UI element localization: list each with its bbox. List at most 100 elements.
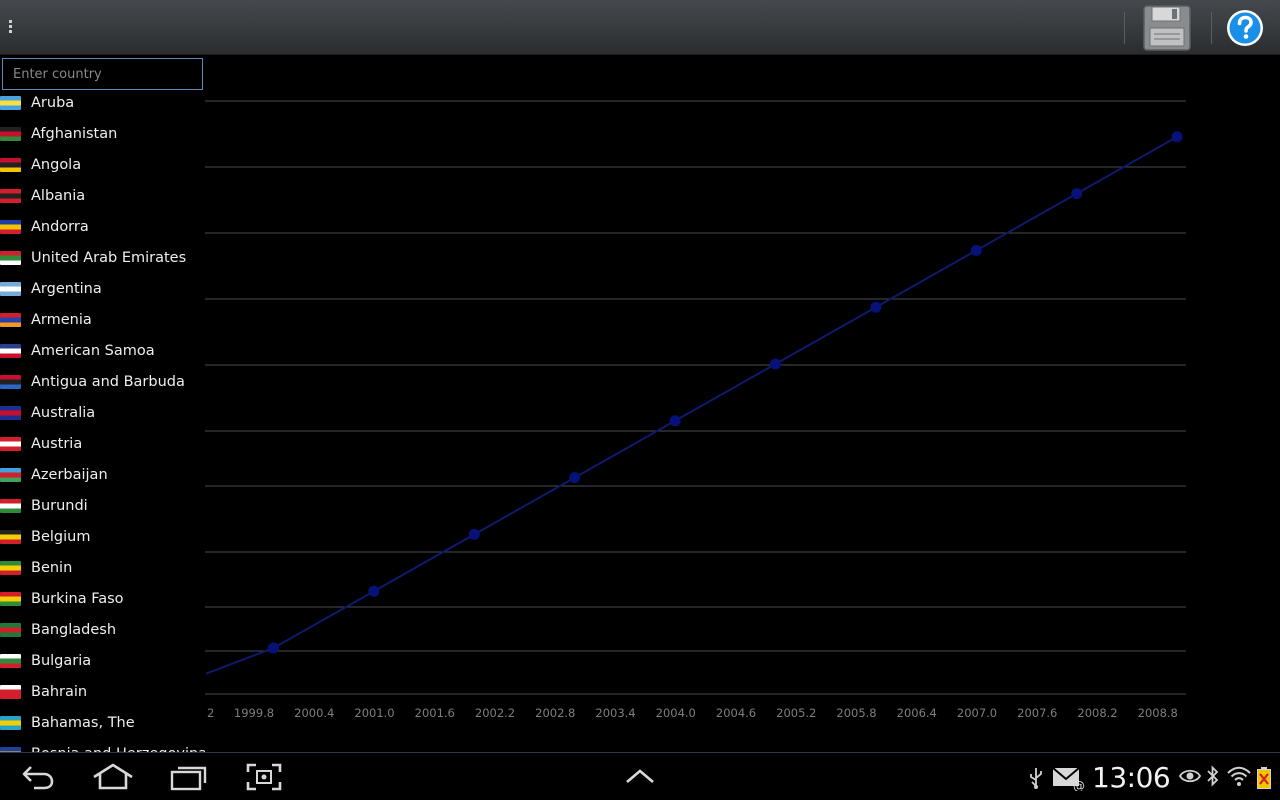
country-item[interactable]: Antigua and Barbuda: [0, 366, 205, 397]
x-tick-label: 2003.4: [595, 706, 635, 720]
country-item[interactable]: Belgium: [0, 521, 205, 552]
country-item[interactable]: Angola: [0, 149, 205, 180]
save-icon: [1143, 5, 1191, 51]
country-item[interactable]: Bangladesh: [0, 614, 205, 645]
x-tick-label: 2007.0: [957, 706, 997, 720]
country-name: Argentina: [31, 280, 102, 297]
x-tick-label: 2007.6: [1017, 706, 1057, 720]
save-button[interactable]: [1140, 4, 1194, 52]
country-name: Azerbaijan: [31, 466, 108, 483]
country-item[interactable]: Bulgaria: [0, 645, 205, 676]
country-item[interactable]: Benin: [0, 552, 205, 583]
country-name: Antigua and Barbuda: [31, 373, 185, 390]
flag-icon: [0, 281, 21, 296]
country-item[interactable]: Burkina Faso: [0, 583, 205, 614]
data-point: [1171, 131, 1183, 143]
data-point: [468, 528, 480, 540]
country-name: Bahrain: [31, 683, 88, 700]
country-item[interactable]: Bahrain: [0, 676, 205, 707]
flag-icon: [0, 343, 21, 358]
country-name: Bosnia and Herzegovina: [31, 746, 205, 753]
country-name: Benin: [31, 559, 73, 576]
x-tick-label: 2002.8: [535, 706, 575, 720]
x-tick-label: 2004.0: [656, 706, 696, 720]
country-name: Armenia: [31, 311, 92, 328]
line-chart: 2 1999.8 2000.4 2001.0 2001.6 2002.2 2002.8 200…: [205, 100, 1186, 720]
home-icon[interactable]: [91, 762, 135, 790]
data-point: [970, 244, 982, 256]
country-item[interactable]: Andorra: [0, 211, 205, 242]
action-bar: [0, 0, 1280, 55]
chart-area: 2 1999.8 2000.4 2001.0 2001.6 2002.2 2002.8 200…: [205, 56, 1280, 752]
country-item[interactable]: Armenia: [0, 304, 205, 335]
country-item[interactable]: Bosnia and Herzegovina: [0, 738, 205, 752]
country-name: United Arab Emirates: [31, 249, 187, 266]
country-name: Andorra: [31, 218, 89, 235]
x-tick-label: 2005.2: [776, 706, 816, 720]
flag-icon: [0, 436, 21, 451]
country-item[interactable]: United Arab Emirates: [0, 242, 205, 273]
flag-icon: [0, 560, 21, 575]
bluetooth-icon: [1207, 765, 1219, 787]
data-point: [770, 358, 781, 370]
flag-icon: [0, 746, 21, 752]
country-name: Angola: [31, 156, 82, 173]
x-tick-label: 2001.6: [415, 706, 455, 720]
x-tick-label: 1999.8: [234, 706, 274, 720]
flag-icon: [0, 312, 21, 327]
data-point: [569, 472, 581, 484]
data-point: [268, 642, 279, 654]
country-name: Aruba: [31, 94, 75, 111]
flag-icon: [0, 529, 21, 544]
wifi-icon: [1227, 766, 1251, 786]
country-name: Burkina Faso: [31, 590, 124, 607]
country-item[interactable]: Afghanistan: [0, 118, 205, 149]
flag-icon: [0, 467, 21, 482]
country-item[interactable]: Azerbaijan: [0, 459, 205, 490]
country-name: Australia: [31, 404, 96, 421]
back-icon[interactable]: [20, 764, 56, 790]
flag-icon: [0, 405, 21, 420]
battery-icon: [1257, 767, 1271, 789]
flag-icon: [0, 126, 21, 141]
country-name: Austria: [31, 435, 83, 452]
action-bar-divider: [1124, 12, 1125, 44]
country-item[interactable]: Australia: [0, 397, 205, 428]
flag-icon: [0, 374, 21, 389]
x-tick-label: 2006.4: [897, 706, 937, 720]
flag-icon: [0, 591, 21, 606]
x-tick-label: 2001.0: [354, 706, 394, 720]
overflow-menu-icon[interactable]: [6, 20, 14, 38]
country-name: Afghanistan: [31, 125, 118, 142]
country-item[interactable]: Bahamas, The: [0, 707, 205, 738]
help-button[interactable]: [1224, 8, 1266, 48]
country-item[interactable]: Austria: [0, 428, 205, 459]
flag-icon: [0, 95, 21, 110]
flag-icon: [0, 219, 21, 234]
x-tick-label: 2: [207, 706, 214, 720]
svg-text:@: @: [1073, 779, 1085, 791]
country-item[interactable]: Argentina: [0, 273, 205, 304]
usb-icon: [1030, 768, 1042, 789]
status-clock: 13:06: [1092, 761, 1171, 794]
flag-icon: [0, 715, 21, 730]
x-tick-label: 2004.6: [716, 706, 756, 720]
country-panel: Aruba Afghanistan Angola Albania Andorra Unit…: [0, 56, 205, 752]
screenshot-icon[interactable]: [246, 763, 282, 791]
x-tick-label: 2008.2: [1077, 706, 1117, 720]
country-item[interactable]: American Samoa: [0, 335, 205, 366]
up-arrow-icon[interactable]: [624, 767, 656, 785]
country-item[interactable]: Albania: [0, 180, 205, 211]
country-name: Bangladesh: [31, 621, 117, 638]
recent-apps-icon[interactable]: [170, 763, 208, 791]
data-point: [870, 301, 882, 313]
country-search-input[interactable]: [2, 58, 203, 90]
data-point: [1071, 188, 1083, 200]
flag-icon: [0, 188, 21, 203]
country-name: Belgium: [31, 528, 91, 545]
system-bar: @ 13:06: [0, 752, 1280, 800]
country-name: Albania: [31, 187, 86, 204]
country-item[interactable]: Burundi: [0, 490, 205, 521]
action-bar-divider: [1211, 12, 1212, 44]
country-item[interactable]: Aruba: [0, 87, 205, 118]
